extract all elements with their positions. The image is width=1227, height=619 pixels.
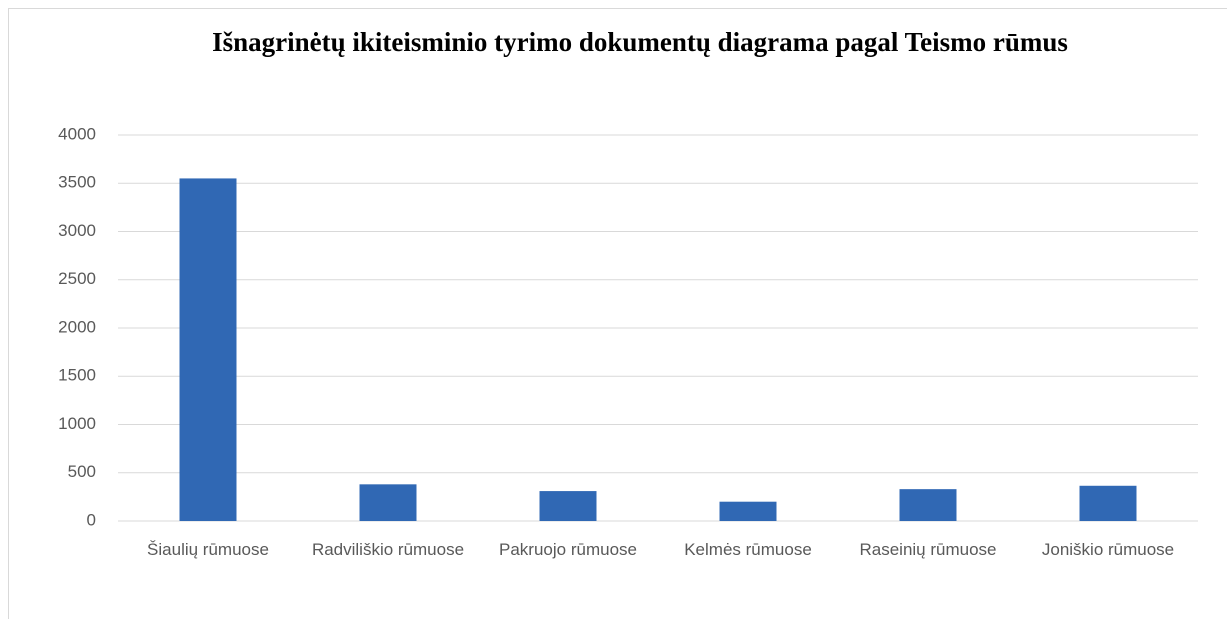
bar: [539, 491, 597, 521]
y-tick-label: 3000: [58, 221, 96, 240]
bar: [179, 178, 237, 522]
x-tick-label: Šiaulių rūmuose: [147, 540, 269, 559]
chart-border: [8, 8, 1227, 619]
y-tick-label: 500: [68, 462, 96, 481]
x-tick-label: Joniškio rūmuose: [1042, 540, 1174, 559]
bar: [359, 484, 417, 521]
x-tick-label: Raseinių rūmuose: [859, 540, 996, 559]
chart-title: Išnagrinėtų ikiteisminio tyrimo dokument…: [212, 27, 1068, 57]
x-tick-label: Radviliškio rūmuose: [312, 540, 464, 559]
bar: [1079, 485, 1137, 521]
y-tick-label: 3500: [58, 173, 96, 192]
y-tick-label: 1000: [58, 414, 96, 433]
y-tick-label: 4000: [58, 124, 96, 143]
bar: [899, 489, 957, 521]
y-tick-label: 2500: [58, 269, 96, 288]
x-tick-label: Pakruojo rūmuose: [499, 540, 637, 559]
bar: [719, 501, 777, 521]
y-tick-label: 0: [87, 510, 96, 529]
y-tick-label: 1500: [58, 366, 96, 385]
y-tick-label: 2000: [58, 317, 96, 336]
x-tick-label: Kelmės rūmuose: [684, 540, 812, 559]
